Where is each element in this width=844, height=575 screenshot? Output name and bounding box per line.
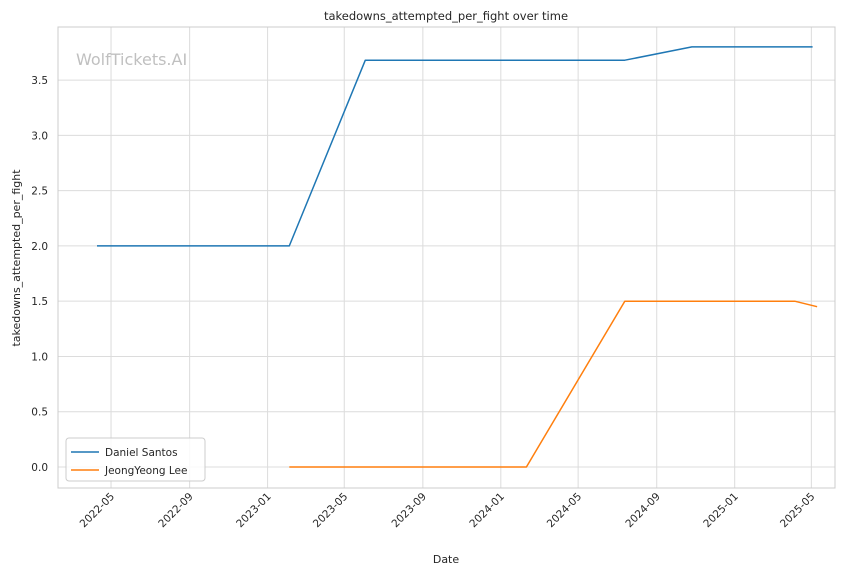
x-tick-label: 2022-09 [156, 491, 196, 531]
x-tick-label: 2024-09 [623, 491, 663, 531]
x-tick-label: 2023-09 [389, 491, 429, 531]
y-tick-label: 2.0 [31, 241, 48, 253]
watermark: WolfTickets.AI [76, 50, 187, 69]
x-axis-label: Date [433, 553, 460, 566]
series-line-daniel-santos [97, 46, 813, 247]
series-line-jeongyeong-lee [289, 300, 818, 468]
y-tick-label: 1.5 [31, 296, 48, 308]
x-tick-label: 2025-05 [778, 491, 818, 531]
x-tick-label: 2022-05 [78, 491, 118, 531]
y-tick-label: 0.0 [31, 462, 48, 474]
y-tick-label: 1.0 [31, 351, 48, 363]
legend: Daniel Santos JeongYeong Lee [65, 437, 206, 482]
series-layer [97, 46, 818, 468]
y-axis-label: takedowns_attempted_per_fight [10, 169, 23, 347]
legend-label-daniel-santos: Daniel Santos [105, 447, 178, 459]
x-tick-label: 2024-01 [467, 491, 507, 531]
x-tick-label: 2023-05 [311, 491, 351, 531]
x-tick-label: 2025-01 [701, 491, 741, 531]
plot-frame [57, 26, 836, 489]
plot-area [58, 27, 835, 488]
y-tick-label: 2.5 [31, 186, 48, 198]
legend-box [65, 437, 206, 482]
x-tick-label: 2024-05 [545, 491, 585, 531]
legend-label-jeongyeong-lee: JeongYeong Lee [104, 465, 187, 477]
x-tick-label: 2023-01 [234, 491, 274, 531]
y-tick-label: 3.0 [31, 130, 48, 142]
chart-title: takedowns_attempted_per_fight over time [324, 9, 568, 23]
y-tick-label: 3.5 [31, 75, 48, 87]
y-tick-label: 0.5 [31, 407, 48, 419]
grid [58, 27, 835, 488]
